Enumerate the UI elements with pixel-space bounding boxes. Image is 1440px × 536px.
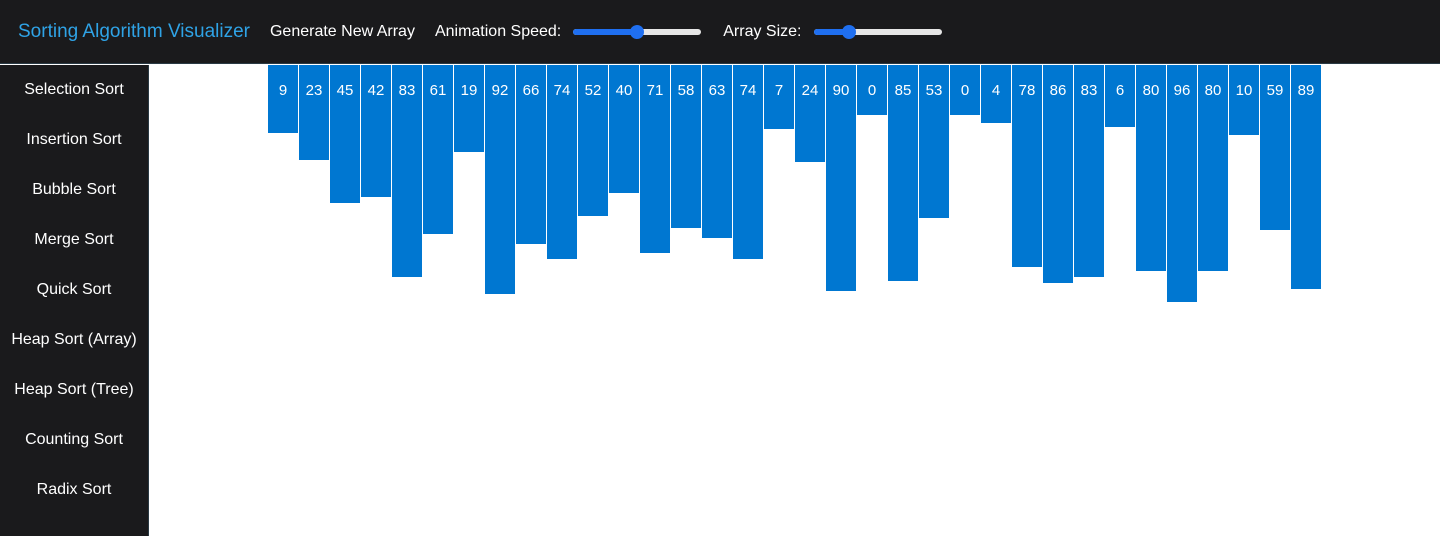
animation-speed-slider[interactable] bbox=[573, 24, 702, 39]
array-bar: 78 bbox=[1012, 65, 1042, 268]
animation-speed-label: Animation Speed: bbox=[434, 22, 562, 40]
array-bar: 83 bbox=[1074, 65, 1104, 277]
slider-track bbox=[813, 28, 942, 35]
app-title: Sorting Algorithm Visualizer bbox=[18, 20, 250, 42]
array-bar: 40 bbox=[609, 65, 639, 193]
sidebar-item-merge-sort[interactable]: Merge Sort bbox=[34, 231, 114, 248]
array-bar: 24 bbox=[795, 65, 825, 162]
array-bar: 52 bbox=[578, 65, 608, 217]
array-bar: 74 bbox=[733, 65, 763, 260]
array-bar: 63 bbox=[702, 65, 732, 238]
array-size-slider[interactable] bbox=[813, 24, 942, 39]
array-bar: 74 bbox=[547, 65, 577, 260]
array-bar: 9 bbox=[268, 65, 298, 133]
array-bar: 58 bbox=[671, 65, 701, 229]
sidebar-item-radix-sort[interactable]: Radix Sort bbox=[36, 481, 112, 498]
sidebar-item-insertion-sort[interactable]: Insertion Sort bbox=[26, 131, 122, 148]
array-bar: 90 bbox=[826, 65, 856, 291]
generate-new-array-button[interactable]: Generate New Array bbox=[269, 22, 415, 40]
algorithm-sidebar: Selection Sort Insertion Sort Bubble Sor… bbox=[0, 65, 149, 536]
sidebar-item-heap-sort-tree[interactable]: Heap Sort (Tree) bbox=[14, 381, 134, 398]
array-bar: 4 bbox=[981, 65, 1011, 123]
array-bar: 45 bbox=[330, 65, 360, 203]
array-bar: 80 bbox=[1136, 65, 1166, 271]
array-bar: 6 bbox=[1105, 65, 1135, 127]
array-bar: 86 bbox=[1043, 65, 1073, 283]
array-bar: 53 bbox=[919, 65, 949, 219]
array-bar: 89 bbox=[1291, 65, 1321, 289]
sidebar-item-bubble-sort[interactable]: Bubble Sort bbox=[32, 181, 116, 198]
array-bar: 83 bbox=[392, 65, 422, 277]
sidebar-item-quick-sort[interactable]: Quick Sort bbox=[36, 281, 112, 298]
array-bar: 10 bbox=[1229, 65, 1259, 135]
slider-fill bbox=[813, 28, 850, 35]
array-size-label: Array Size: bbox=[723, 22, 802, 40]
array-bar: 61 bbox=[423, 65, 453, 234]
array-bar: 59 bbox=[1260, 65, 1290, 231]
slider-knob[interactable] bbox=[842, 24, 857, 39]
array-bar: 7 bbox=[764, 65, 794, 129]
top-bar: Sorting Algorithm Visualizer Generate Ne… bbox=[0, 0, 1440, 64]
array-bar: 23 bbox=[299, 65, 329, 160]
array-bar: 85 bbox=[888, 65, 918, 281]
array-bar: 0 bbox=[950, 65, 980, 115]
array-bar: 80 bbox=[1198, 65, 1228, 271]
sidebar-item-counting-sort[interactable]: Counting Sort bbox=[25, 431, 123, 448]
array-bar: 96 bbox=[1167, 65, 1197, 303]
sidebar-item-selection-sort[interactable]: Selection Sort bbox=[24, 81, 124, 98]
array-bar: 71 bbox=[640, 65, 670, 254]
array-bar: 66 bbox=[516, 65, 546, 244]
sidebar-item-heap-sort-array[interactable]: Heap Sort (Array) bbox=[11, 331, 137, 348]
slider-fill bbox=[573, 28, 638, 35]
array-bar: 0 bbox=[857, 65, 887, 115]
array-bar: 19 bbox=[454, 65, 484, 153]
array-bar: 92 bbox=[485, 65, 515, 295]
array-canvas: 9 23 45 42 83 61 19 92 66 74 52 40 71 58 63 74 7 24 90 0 85 5… bbox=[150, 65, 1440, 536]
slider-knob[interactable] bbox=[630, 24, 645, 39]
array-bar: 42 bbox=[361, 65, 391, 197]
